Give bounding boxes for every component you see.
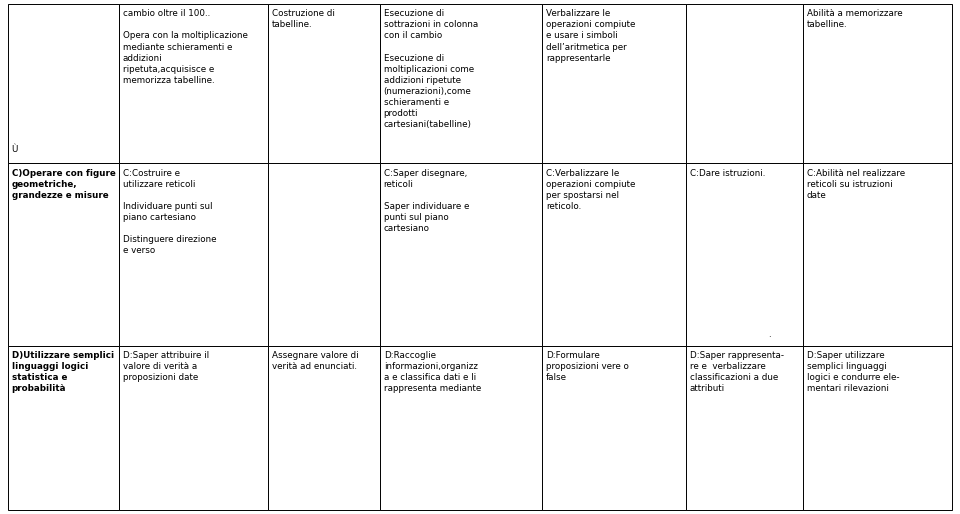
Bar bbox=[269, 4, 380, 163]
Bar bbox=[119, 4, 269, 163]
Text: Ù: Ù bbox=[12, 145, 18, 154]
Text: cambio oltre il 100..

Opera con la moltiplicazione
mediante schieramenti e
addi: cambio oltre il 100.. Opera con la molti… bbox=[123, 9, 248, 85]
Bar bbox=[804, 163, 952, 345]
Bar bbox=[804, 4, 952, 163]
Bar bbox=[119, 345, 269, 510]
Text: .: . bbox=[768, 331, 771, 339]
Text: Costruzione di
tabelline.: Costruzione di tabelline. bbox=[273, 9, 335, 29]
Text: D:Saper rappresenta-
re e  verbalizzare
classificazioni a due
attributi: D:Saper rappresenta- re e verbalizzare c… bbox=[690, 351, 783, 393]
Text: D:Formulare
proposizioni vere o
false: D:Formulare proposizioni vere o false bbox=[546, 351, 629, 382]
Text: D:Saper utilizzare
semplici linguaggi
logici e condurre ele-
mentari rilevazioni: D:Saper utilizzare semplici linguaggi lo… bbox=[807, 351, 900, 393]
Text: D:Raccoglie
informazioni,organizz
a e classifica dati e li
rappresenta mediante: D:Raccoglie informazioni,organizz a e cl… bbox=[384, 351, 481, 393]
Text: Abilità a memorizzare
tabelline.: Abilità a memorizzare tabelline. bbox=[807, 9, 902, 29]
Bar bbox=[269, 345, 380, 510]
Bar bbox=[8, 345, 119, 510]
Text: C:Costruire e
utilizzare reticoli

Individuare punti sul
piano cartesiano

Disti: C:Costruire e utilizzare reticoli Indivi… bbox=[123, 169, 217, 255]
Bar bbox=[380, 4, 542, 163]
Text: C:Abilità nel realizzare
reticoli su istruzioni
date: C:Abilità nel realizzare reticoli su ist… bbox=[807, 169, 905, 200]
Text: C:Verbalizzare le
operazioni compiute
per spostarsi nel
reticolo.: C:Verbalizzare le operazioni compiute pe… bbox=[546, 169, 636, 211]
Text: C:Saper disegnare,
reticoli

Saper individuare e
punti sul piano
cartesiano: C:Saper disegnare, reticoli Saper indivi… bbox=[384, 169, 469, 233]
Bar bbox=[380, 163, 542, 345]
Bar bbox=[542, 4, 686, 163]
Bar bbox=[542, 345, 686, 510]
Text: C:Dare istruzioni.: C:Dare istruzioni. bbox=[690, 169, 765, 177]
Bar bbox=[8, 163, 119, 345]
Text: C)Operare con figure
geometriche,
grandezze e misure: C)Operare con figure geometriche, grande… bbox=[12, 169, 115, 200]
Bar bbox=[542, 163, 686, 345]
Text: D:Saper attribuire il
valore di verità a
proposizioni date: D:Saper attribuire il valore di verità a… bbox=[123, 351, 209, 382]
Bar bbox=[686, 163, 804, 345]
Bar bbox=[804, 345, 952, 510]
Bar bbox=[380, 345, 542, 510]
Bar bbox=[8, 4, 119, 163]
Text: Verbalizzare le
operazioni compiute
e usare i simboli
dell’aritmetica per
rappre: Verbalizzare le operazioni compiute e us… bbox=[546, 9, 636, 63]
Bar bbox=[686, 345, 804, 510]
Bar bbox=[269, 163, 380, 345]
Bar bbox=[686, 4, 804, 163]
Text: Assegnare valore di
verità ad enunciati.: Assegnare valore di verità ad enunciati. bbox=[273, 351, 359, 371]
Bar bbox=[119, 163, 269, 345]
Text: Esecuzione di
sottrazioni in colonna
con il cambio

Esecuzione di
moltiplicazion: Esecuzione di sottrazioni in colonna con… bbox=[384, 9, 478, 129]
Text: D)Utilizzare semplici
linguaggi logici
statistica e
probabilità: D)Utilizzare semplici linguaggi logici s… bbox=[12, 351, 113, 393]
